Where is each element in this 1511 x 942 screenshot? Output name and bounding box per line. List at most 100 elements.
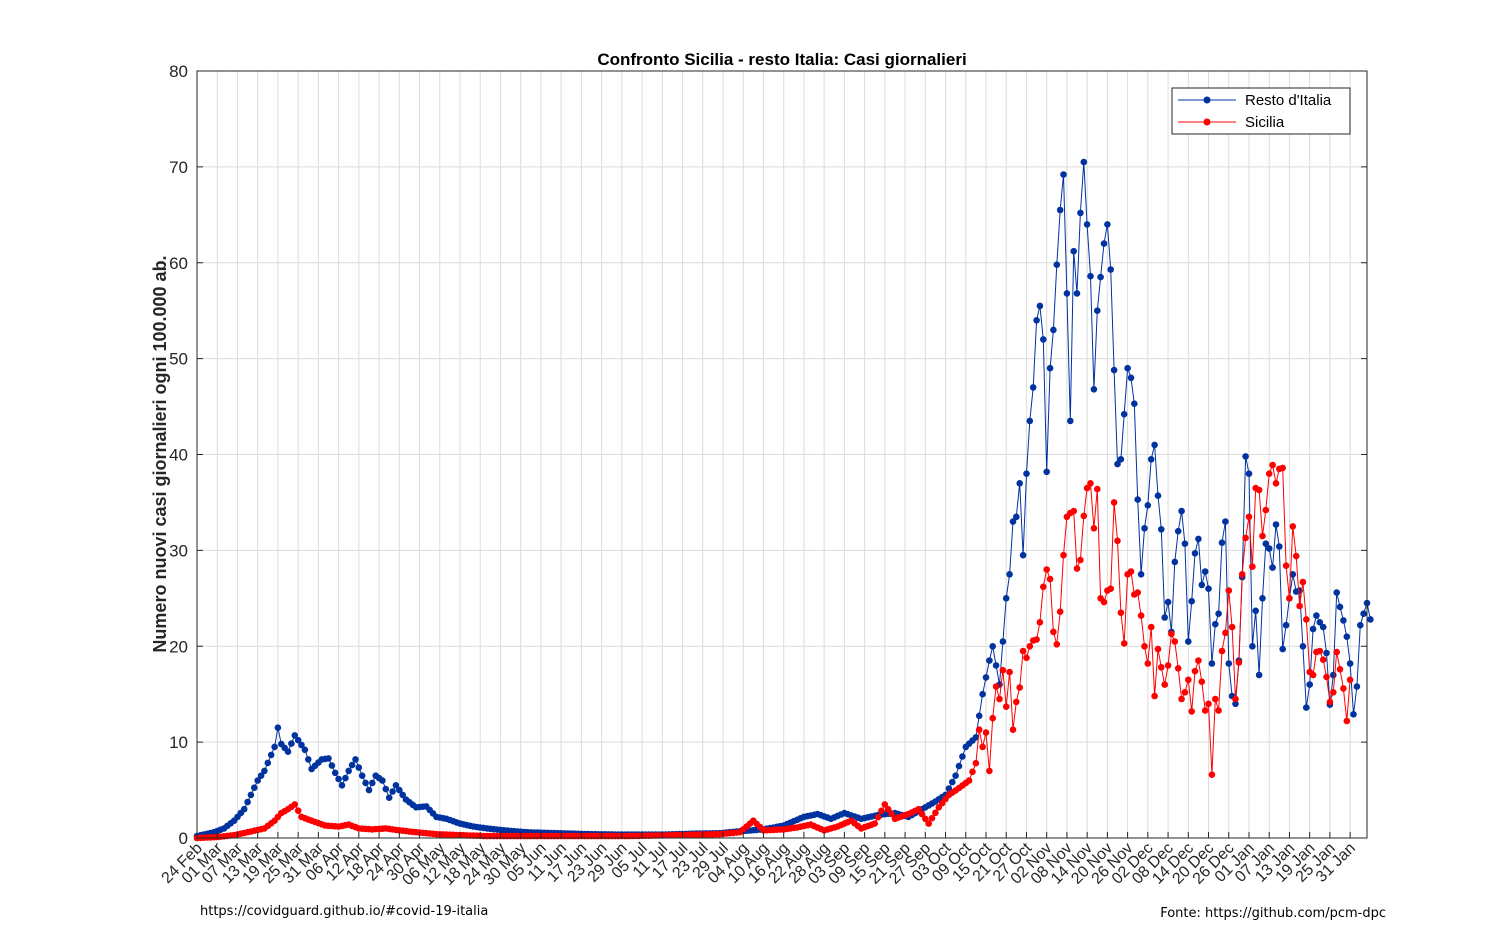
data-point xyxy=(1107,266,1114,273)
data-point xyxy=(1090,525,1098,532)
data-point xyxy=(369,779,376,787)
data-point xyxy=(1272,521,1280,528)
data-point xyxy=(871,820,878,827)
data-point xyxy=(1212,620,1219,628)
data-point xyxy=(1023,470,1030,478)
data-point xyxy=(1137,571,1145,578)
data-point xyxy=(1282,562,1290,569)
data-point xyxy=(261,767,268,775)
data-point xyxy=(881,801,889,808)
data-point xyxy=(1252,607,1259,615)
data-point xyxy=(878,807,885,815)
data-point xyxy=(1026,643,1034,650)
data-point xyxy=(1127,568,1135,575)
data-point xyxy=(1357,621,1364,629)
data-point xyxy=(1178,507,1185,515)
data-point xyxy=(1090,386,1098,393)
data-point xyxy=(1056,206,1064,214)
data-point xyxy=(1185,676,1192,684)
data-point xyxy=(251,784,258,791)
data-point xyxy=(1245,513,1253,521)
data-point xyxy=(1249,563,1256,570)
data-point xyxy=(1330,671,1337,679)
data-point xyxy=(1343,633,1351,640)
data-point xyxy=(1333,648,1340,656)
data-point xyxy=(392,782,400,789)
data-point xyxy=(1002,595,1010,602)
series-sicilia xyxy=(193,461,1354,842)
data-point xyxy=(1050,326,1057,334)
data-point xyxy=(1316,647,1324,655)
data-point xyxy=(1178,695,1185,703)
data-point xyxy=(952,772,959,779)
data-point xyxy=(1147,623,1155,631)
data-point xyxy=(1336,666,1344,673)
data-point xyxy=(1016,684,1023,691)
data-point xyxy=(1195,657,1202,664)
data-point xyxy=(915,805,922,813)
data-point xyxy=(1083,221,1091,228)
data-point xyxy=(1087,272,1094,280)
data-point xyxy=(1191,667,1199,675)
data-point xyxy=(1309,671,1317,679)
data-point xyxy=(884,805,892,813)
data-point xyxy=(1269,461,1276,469)
data-point xyxy=(1114,537,1121,545)
data-point xyxy=(1367,616,1374,623)
data-point xyxy=(1333,589,1340,596)
data-point xyxy=(1033,636,1040,643)
data-point xyxy=(1154,645,1162,653)
data-point xyxy=(1161,681,1168,688)
data-point xyxy=(1158,526,1165,533)
data-point xyxy=(1316,619,1324,626)
data-point xyxy=(1323,649,1330,657)
data-point xyxy=(1350,711,1357,718)
data-point xyxy=(1056,608,1064,615)
data-point xyxy=(1164,662,1172,669)
data-point xyxy=(1077,209,1084,217)
data-point xyxy=(1269,564,1276,571)
data-point xyxy=(1181,689,1189,696)
data-point xyxy=(1080,158,1088,166)
data-point xyxy=(345,767,353,775)
data-point xyxy=(1326,698,1334,706)
data-point xyxy=(932,809,939,817)
data-point xyxy=(1110,366,1118,374)
data-point xyxy=(1077,556,1084,564)
data-point xyxy=(1046,364,1054,372)
data-point xyxy=(972,759,980,767)
data-point xyxy=(1083,484,1091,492)
data-point xyxy=(1117,609,1125,616)
data-point xyxy=(1067,417,1074,425)
data-point xyxy=(1181,540,1189,547)
data-point xyxy=(1104,221,1111,228)
data-point xyxy=(1161,614,1168,621)
data-point xyxy=(1151,692,1158,700)
data-point xyxy=(254,777,261,784)
data-point xyxy=(1272,480,1280,487)
data-point xyxy=(257,772,265,779)
data-point xyxy=(1188,597,1195,605)
data-point xyxy=(1110,499,1118,506)
data-point xyxy=(1340,685,1347,692)
data-point xyxy=(959,753,966,760)
y-tick-label: 60 xyxy=(169,254,188,273)
data-point xyxy=(1171,558,1179,566)
data-point xyxy=(1151,441,1158,449)
data-point xyxy=(1188,708,1195,715)
data-point xyxy=(1296,602,1303,610)
data-point xyxy=(1222,629,1229,637)
data-point xyxy=(1218,539,1226,546)
data-point xyxy=(247,791,255,799)
data-point xyxy=(1036,302,1044,310)
data-point xyxy=(1023,654,1030,662)
data-point xyxy=(291,732,299,739)
data-point xyxy=(1208,660,1216,667)
data-point xyxy=(1043,468,1050,476)
data-point xyxy=(1299,578,1307,586)
data-point xyxy=(1033,317,1040,324)
data-point xyxy=(1185,638,1192,645)
data-point xyxy=(888,810,895,818)
source-url: https://covidguard.github.io/#covid-19-i… xyxy=(200,904,489,919)
